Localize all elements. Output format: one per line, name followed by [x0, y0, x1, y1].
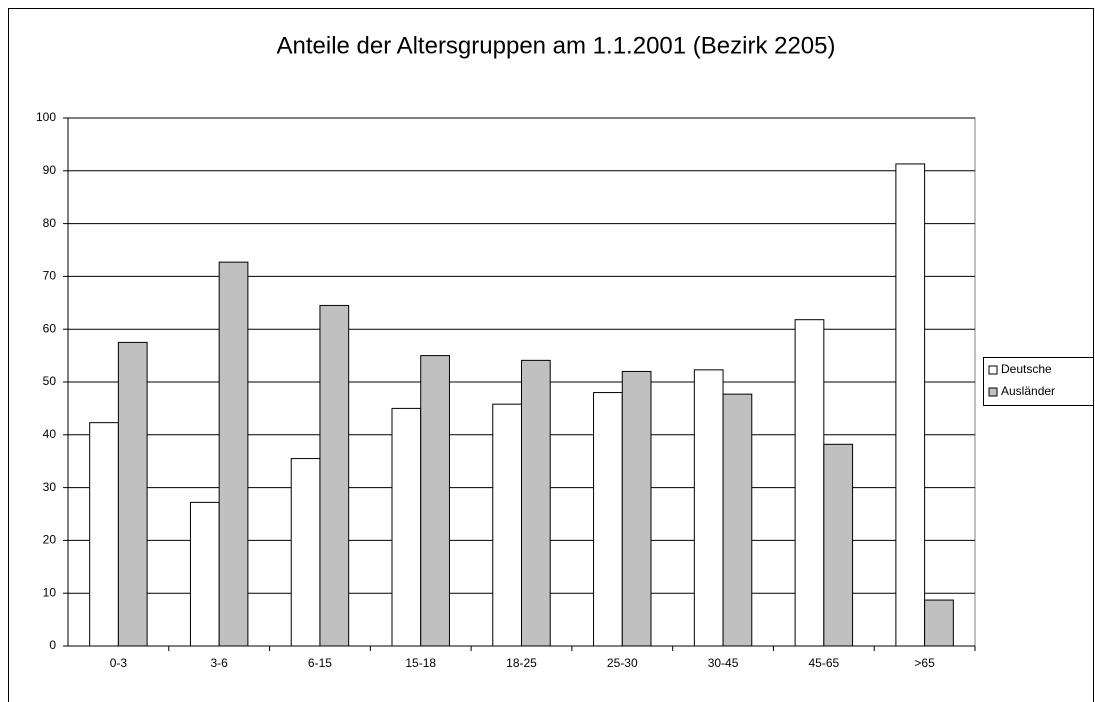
bar — [722, 393, 753, 647]
x-tick-label: 30-45 — [708, 656, 739, 670]
x-tick-label: 25-30 — [607, 656, 638, 670]
x-tick-label: >65 — [914, 656, 935, 670]
bar — [218, 261, 249, 647]
bar — [420, 355, 450, 647]
x-tick-label: 0-3 — [110, 656, 128, 670]
bar — [521, 359, 551, 647]
y-tick-label: 80 — [43, 216, 57, 230]
bar — [319, 304, 350, 647]
x-tick-label: 6-15 — [308, 656, 332, 670]
bar — [89, 422, 119, 647]
bar — [823, 443, 854, 647]
y-tick-label: 0 — [49, 638, 56, 652]
bar — [621, 370, 652, 647]
bar — [693, 369, 724, 647]
legend-box — [983, 357, 1094, 406]
bar — [895, 163, 926, 647]
y-tick-label: 100 — [36, 110, 56, 124]
y-tick-label: 90 — [43, 163, 57, 177]
y-tick-label: 60 — [43, 321, 57, 335]
bar — [189, 501, 220, 647]
legend-label: Deutsche — [1001, 362, 1052, 376]
bar — [794, 319, 825, 647]
chart-title: Anteile der Altersgruppen am 1.1.2001 (B… — [277, 32, 836, 59]
x-tick-label: 18-25 — [506, 656, 537, 670]
x-tick-label: 15-18 — [405, 656, 436, 670]
legend-label: Ausländer — [1001, 384, 1055, 398]
legend-swatch — [988, 365, 998, 375]
bar — [593, 392, 623, 647]
x-tick-label: 3-6 — [210, 656, 228, 670]
y-tick-label: 30 — [43, 480, 57, 494]
x-tick-label: 45-65 — [808, 656, 839, 670]
bar — [391, 407, 422, 647]
bar — [924, 599, 954, 647]
y-tick-label: 70 — [43, 269, 57, 283]
bar — [117, 341, 148, 647]
bar — [492, 403, 522, 647]
bar — [290, 458, 321, 647]
y-tick-label: 10 — [43, 585, 57, 599]
legend-swatch — [988, 387, 998, 397]
y-tick-label: 20 — [43, 533, 57, 547]
y-tick-label: 40 — [43, 427, 57, 441]
y-tick-label: 50 — [43, 374, 57, 388]
